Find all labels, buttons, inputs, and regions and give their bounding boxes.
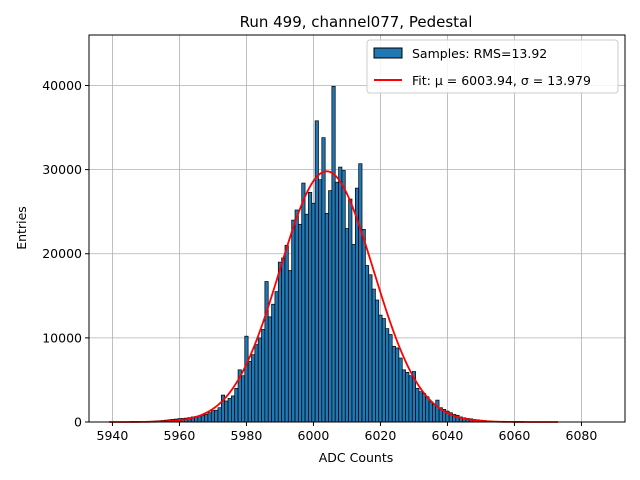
histogram-bar [334,181,339,423]
histogram-bar [314,120,319,423]
histogram-bar [368,274,373,423]
histogram-bar [227,398,232,423]
histogram-bar [214,409,219,423]
x-tick-label: 6060 [499,428,531,443]
y-tick-label: 30000 [42,162,82,177]
x-tick-label: 5940 [97,428,129,443]
histogram-bar [341,170,346,423]
histogram-bar [381,318,386,423]
x-tick-label: 6020 [365,428,397,443]
fit-curve-group [109,170,558,423]
histogram-bar [291,219,296,423]
histogram-bar [395,347,400,423]
histogram-bar [365,265,370,423]
histogram-bar [277,261,282,423]
x-tick-label: 6000 [298,428,330,443]
histogram-bar [328,190,333,423]
histogram-bar [287,270,293,423]
histogram-bar [321,137,326,423]
histogram-bar [264,281,269,423]
histogram-bar [298,223,303,423]
histogram-bar [391,345,396,423]
histogram-bar [304,213,309,423]
x-tick-label: 5980 [231,428,263,443]
histogram-bar [261,329,266,423]
histogram-bar [371,288,376,423]
histogram-bar [405,372,410,423]
histogram-bar [331,85,336,423]
histogram-bar [378,314,383,423]
histogram-bar [241,375,246,423]
x-axis-label: ADC Counts [319,450,394,465]
x-tick-label: 5960 [164,428,196,443]
histogram-bar [254,344,259,423]
histogram-bar [375,299,380,423]
x-tick-label: 6040 [432,428,464,443]
histogram-bar [344,228,349,423]
histogram-bar [398,357,403,423]
legend-fit-label: Fit: μ = 6003.94, σ = 13.979 [412,73,591,88]
x-axis-ticks: 5940 5960 5980 6000 6020 6040 6060 6080 [97,422,598,443]
histogram-bar [308,191,313,423]
histogram-bar [231,395,236,423]
y-tick-label: 10000 [42,330,82,345]
legend: Samples: RMS=13.92 Fit: μ = 6003.94, σ =… [366,39,619,94]
histogram-bar [274,291,279,423]
histogram-bar [318,179,323,423]
histogram-bar [421,393,427,423]
histogram-bar [251,354,256,423]
histogram-bar [294,209,299,423]
histogram-bar [432,403,437,423]
gaussian-fit-line [109,170,558,423]
histogram-bar [311,202,316,423]
histogram-bar [284,244,289,423]
y-axis-label: Entries [14,206,29,250]
y-tick-label: 0 [74,415,82,430]
y-tick-label: 20000 [42,246,82,261]
histogram-bar [358,163,363,423]
histogram-bar [348,198,353,423]
histogram-bar [408,375,413,423]
legend-box [366,39,619,94]
legend-histogram-swatch [373,47,403,59]
histogram-bar [415,387,420,423]
x-tick-label: 6080 [566,428,598,443]
histogram-bar [351,244,356,423]
histogram-bar [224,400,229,423]
histogram-bar [247,361,252,423]
plot-frame [88,34,626,423]
histogram-bar [204,414,209,423]
histogram-bar [217,407,222,423]
histogram-bar [418,391,423,423]
chart-title: Run 499, channel077, Pedestal [240,13,473,31]
histogram-bar [257,337,262,423]
histogram-bar [385,328,390,423]
histogram-bar [388,334,393,423]
histogram-bar [267,316,272,423]
histogram-bar [428,401,433,423]
histogram-bar [338,166,343,423]
y-axis-ticks: 0 10000 20000 30000 40000 [42,78,89,430]
histogram-bar [425,396,430,423]
histogram-bar [435,399,440,423]
histogram-bar [244,335,249,423]
legend-histogram-label: Samples: RMS=13.92 [412,46,547,61]
histogram-bar [324,213,329,423]
histogram-bar [301,182,306,423]
histogram-bar [361,228,366,423]
histogram-bar [271,303,276,423]
histogram-bar [234,387,239,423]
histogram-bar [210,410,215,423]
histogram-bar [200,414,205,423]
histogram-bar [281,257,286,423]
y-tick-label: 40000 [42,78,82,93]
histogram-bar [401,369,406,423]
histogram-bar [207,412,212,423]
